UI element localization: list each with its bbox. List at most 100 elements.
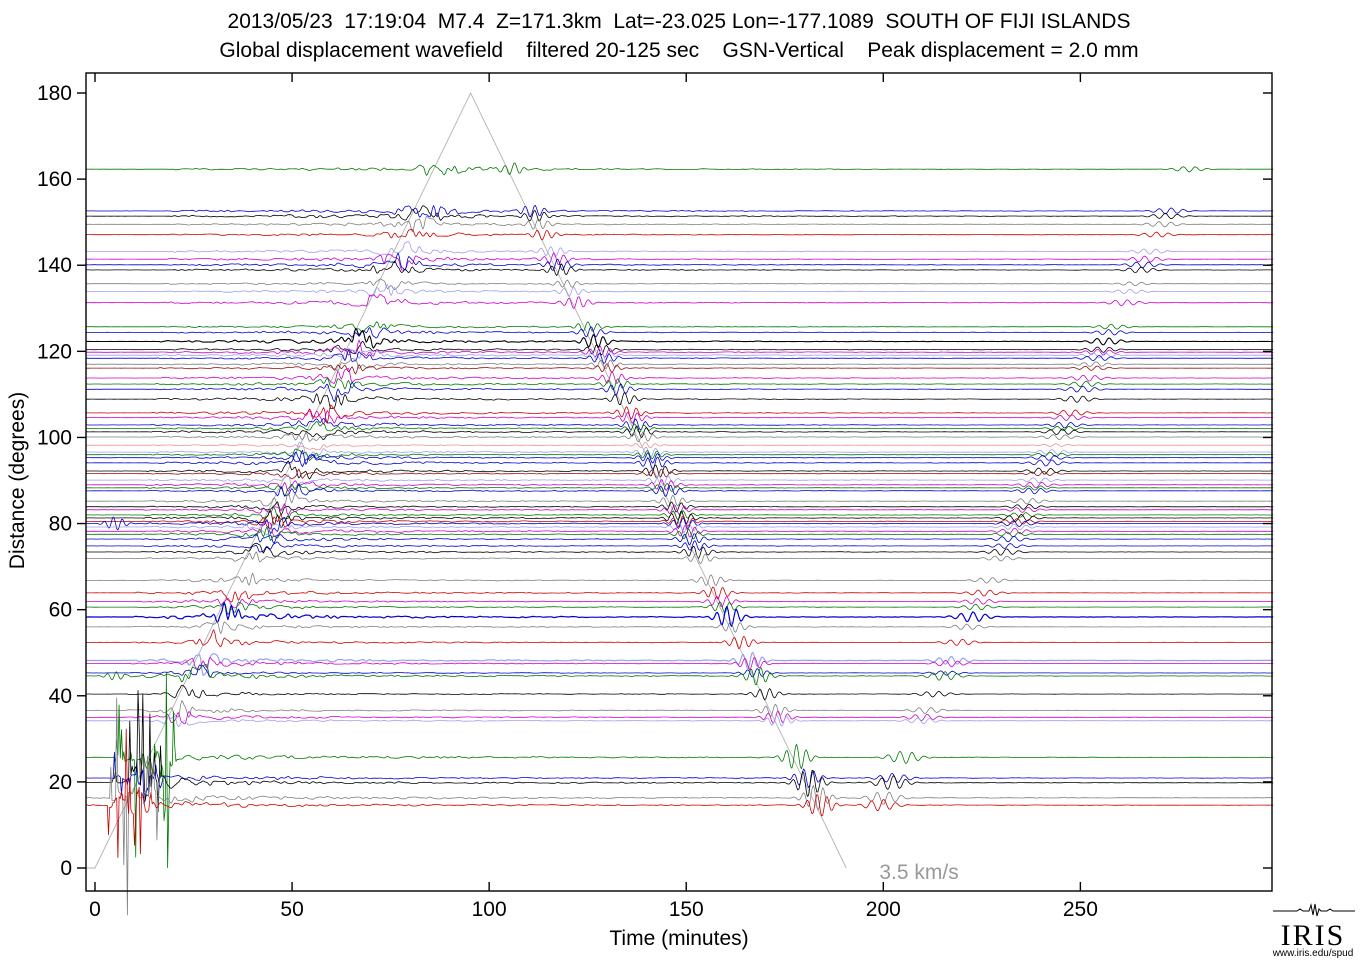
seismogram-trace: [86, 710, 1274, 725]
moveout-line: [86, 91, 847, 869]
plot-subtitle: Global displacement wavefield filtered 2…: [219, 39, 1139, 62]
seismogram-trace: [86, 162, 1274, 176]
x-tick-label: 200: [866, 898, 901, 921]
seismogram-trace: [86, 586, 1274, 603]
y-tick-label: 160: [37, 168, 72, 191]
y-tick-label: 120: [37, 340, 72, 363]
seismogram-trace: [85, 526, 1274, 541]
seismogram-trace: [86, 664, 1274, 686]
seismogram-trace: [86, 321, 1274, 333]
x-tick-label: 100: [472, 898, 507, 921]
seismogram-trace: [86, 377, 1274, 391]
y-tick-label: 40: [49, 685, 72, 708]
seismogram-trace: [86, 442, 1274, 458]
seismogram-trace: [86, 252, 1274, 271]
seismogram-trace: [86, 327, 1274, 349]
seismogram-trace: [85, 684, 1274, 701]
seismogram-trace: [86, 431, 1274, 443]
seismogram-trace: [86, 572, 1274, 586]
y-tick-label: 100: [37, 426, 72, 449]
y-tick-label: 140: [37, 254, 72, 277]
seismogram-trace: [86, 483, 1274, 498]
seismogram-trace: [86, 516, 1274, 534]
seismogram-trace: [86, 417, 1274, 431]
seismogram-trace: [86, 672, 1274, 868]
seismogram-trace: [85, 629, 1274, 649]
x-tick-label: 50: [280, 898, 303, 921]
seismogram-trace: [86, 340, 1274, 356]
plot-title: 2013/05/23 17:19:04 M7.4 Z=171.3km Lat=-…: [227, 10, 1131, 33]
seismogram-trace: [86, 551, 1274, 564]
seismogram-trace: [86, 664, 1274, 678]
seismogram-trace: [86, 441, 1274, 450]
seismogram-trace: [85, 229, 1274, 241]
y-tick-label: 0: [60, 857, 72, 880]
seismogram-trace: [86, 348, 1274, 361]
seismogram-trace: [86, 651, 1274, 677]
seismogram-trace: [85, 392, 1274, 410]
seismogram-trace: [86, 521, 1274, 538]
seismogram-trace: [86, 492, 1274, 510]
x-tick-label: 250: [1063, 898, 1098, 921]
iris-logo-url: www.iris.edu/spud: [1272, 948, 1354, 959]
seismogram-trace: [86, 468, 1274, 480]
seismogram-trace: [86, 404, 1274, 424]
seismogram-trace: [85, 521, 1274, 536]
seismogram-trace: [85, 620, 1274, 634]
seismogram-trace: [86, 448, 1274, 461]
seismogram-trace: [86, 690, 1274, 813]
seismogram-trace: [86, 363, 1274, 375]
seismogram-trace: [85, 449, 1274, 465]
seismogram-trace: [86, 542, 1274, 559]
moveout-label: 3.5 km/s: [879, 861, 958, 884]
seismogram-trace: [86, 215, 1274, 233]
iris-logo-text: IRIS: [1280, 919, 1346, 952]
seismogram-icon: [1273, 903, 1357, 917]
seismogram-trace: [86, 533, 1274, 545]
seismogram-trace: [86, 751, 1274, 805]
x-tick-label: 150: [669, 898, 704, 921]
y-tick-label: 20: [49, 771, 72, 794]
seismogram-trace: [86, 204, 1274, 218]
seismogram-trace: [86, 700, 1274, 718]
seismogram-trace: [86, 326, 1274, 339]
seismogram-trace: [86, 421, 1274, 434]
seismogram-trace: [86, 460, 1274, 480]
seismogram-trace: [86, 241, 1274, 258]
seismogram-trace: [86, 540, 1274, 553]
seismogram-trace: [85, 697, 1274, 916]
seismogram-trace: [86, 381, 1274, 403]
seismogram-trace: [86, 425, 1274, 441]
seismogram-trace: [86, 260, 1274, 276]
seismogram-trace: [86, 596, 1274, 609]
y-tick-label: 180: [37, 82, 72, 105]
seismogram-trace: [86, 601, 1274, 615]
seismogram-trace: [86, 368, 1274, 385]
y-tick-label: 60: [49, 599, 72, 622]
seismogram-trace: [85, 474, 1274, 489]
axis-box: [85, 72, 1273, 892]
seismogram-trace: [85, 514, 1274, 530]
seismogram-trace: [86, 501, 1274, 516]
seismogram-trace: [86, 278, 1274, 291]
seismogram-trace: [86, 507, 1274, 520]
y-tick-label: 80: [49, 513, 72, 536]
x-axis-title: Time (minutes): [609, 927, 748, 950]
seismogram-trace: [86, 451, 1274, 470]
seismogram-trace: [86, 284, 1274, 297]
seismogram-trace: [85, 339, 1274, 358]
seismogram-trace: [86, 205, 1274, 222]
seismogram-trace: [86, 657, 1274, 671]
seismogram-trace: [86, 357, 1274, 372]
y-axis-title: Distance (degrees): [6, 392, 29, 569]
seismogram-trace: [86, 349, 1274, 364]
seismogram-trace: [86, 714, 1274, 727]
x-tick-label: 0: [89, 898, 101, 921]
iris-logo: IRIS www.iris.edu/spud: [1268, 903, 1358, 959]
seismogram-trace: [86, 479, 1274, 492]
seismogram-trace: [85, 728, 1274, 858]
seismogram-trace: [86, 293, 1274, 309]
seismogram-trace: [86, 510, 1274, 529]
